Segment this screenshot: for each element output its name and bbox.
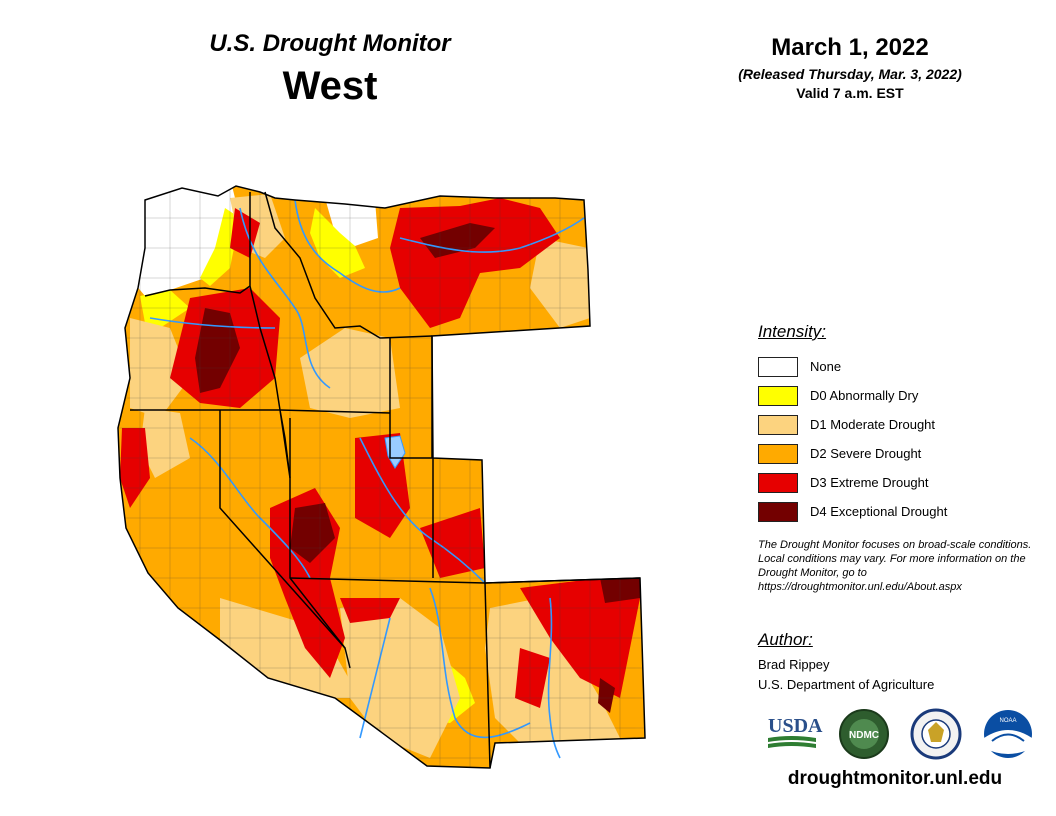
drought-map	[117, 185, 646, 769]
legend-swatch	[758, 501, 798, 522]
valid-time: Valid 7 a.m. EST	[796, 85, 904, 101]
map-region: West	[282, 64, 378, 108]
svg-text:NOAA: NOAA	[999, 718, 1016, 724]
legend-rows: None D0 Abnormally Dry D1 Moderate Drought…	[758, 352, 1038, 526]
zone-d4-mt	[420, 223, 495, 258]
zone-d1-nm	[485, 598, 620, 743]
svg-text:USDA: USDA	[768, 715, 823, 737]
zone-d3-nm-w	[515, 648, 550, 708]
legend: Intensity: None D0 Abnormally Dry D1 Moder…	[758, 322, 1038, 526]
legend-item: D4 Exceptional Drought	[758, 497, 1038, 526]
map-date: March 1, 2022	[771, 34, 929, 61]
map-title: U.S. Drought Monitor	[209, 30, 451, 57]
author-name: Brad Rippey	[758, 657, 830, 672]
legend-heading: Intensity:	[758, 322, 827, 341]
legend-label: D2 Severe Drought	[810, 446, 922, 461]
state-borders	[117, 185, 646, 769]
doc-seal-logo	[910, 708, 962, 760]
release-date: (Released Thursday, Mar. 3, 2022)	[738, 66, 962, 82]
zone-d3-co	[420, 508, 485, 578]
legend-label: D1 Moderate Drought	[810, 417, 936, 432]
legend-item: D0 Abnormally Dry	[758, 381, 1038, 410]
zone-d4-nm-c	[598, 678, 615, 713]
legend-item: D1 Moderate Drought	[758, 410, 1038, 439]
disclaimer-note: The Drought Monitor focuses on broad-sca…	[758, 539, 1032, 593]
agency-logos: USDA NDMC NOAA	[768, 708, 1032, 760]
legend-swatch	[758, 472, 798, 493]
legend-label: D0 Abnormally Dry	[810, 388, 919, 403]
svg-text:NDMC: NDMC	[849, 730, 879, 741]
zone-d3-mt	[390, 198, 560, 328]
legend-item: None	[758, 352, 1038, 381]
legend-swatch	[758, 356, 798, 377]
legend-swatch	[758, 385, 798, 406]
date-block: March 1, 2022 (Released Thursday, Mar. 3…	[690, 34, 1010, 101]
legend-swatch	[758, 414, 798, 435]
ndmc-logo: NDMC	[839, 709, 889, 759]
usda-logo: USDA	[768, 715, 823, 748]
author-org: U.S. Department of Agriculture	[758, 677, 935, 692]
zone-d4-or	[195, 308, 240, 393]
zone-d1-ca-n	[140, 408, 190, 478]
legend-swatch	[758, 443, 798, 464]
legend-item: D2 Severe Drought	[758, 439, 1038, 468]
zone-d3-az-n	[340, 598, 400, 623]
legend-label: None	[810, 359, 842, 374]
legend-label: D3 Extreme Drought	[810, 475, 929, 490]
noaa-logo: NOAA	[984, 710, 1032, 758]
legend-item: D3 Extreme Drought	[758, 468, 1038, 497]
website-url[interactable]: droughtmonitor.unl.edu	[787, 768, 1003, 789]
legend-label: D4 Exceptional Drought	[810, 504, 948, 519]
author-heading: Author:	[758, 630, 813, 649]
